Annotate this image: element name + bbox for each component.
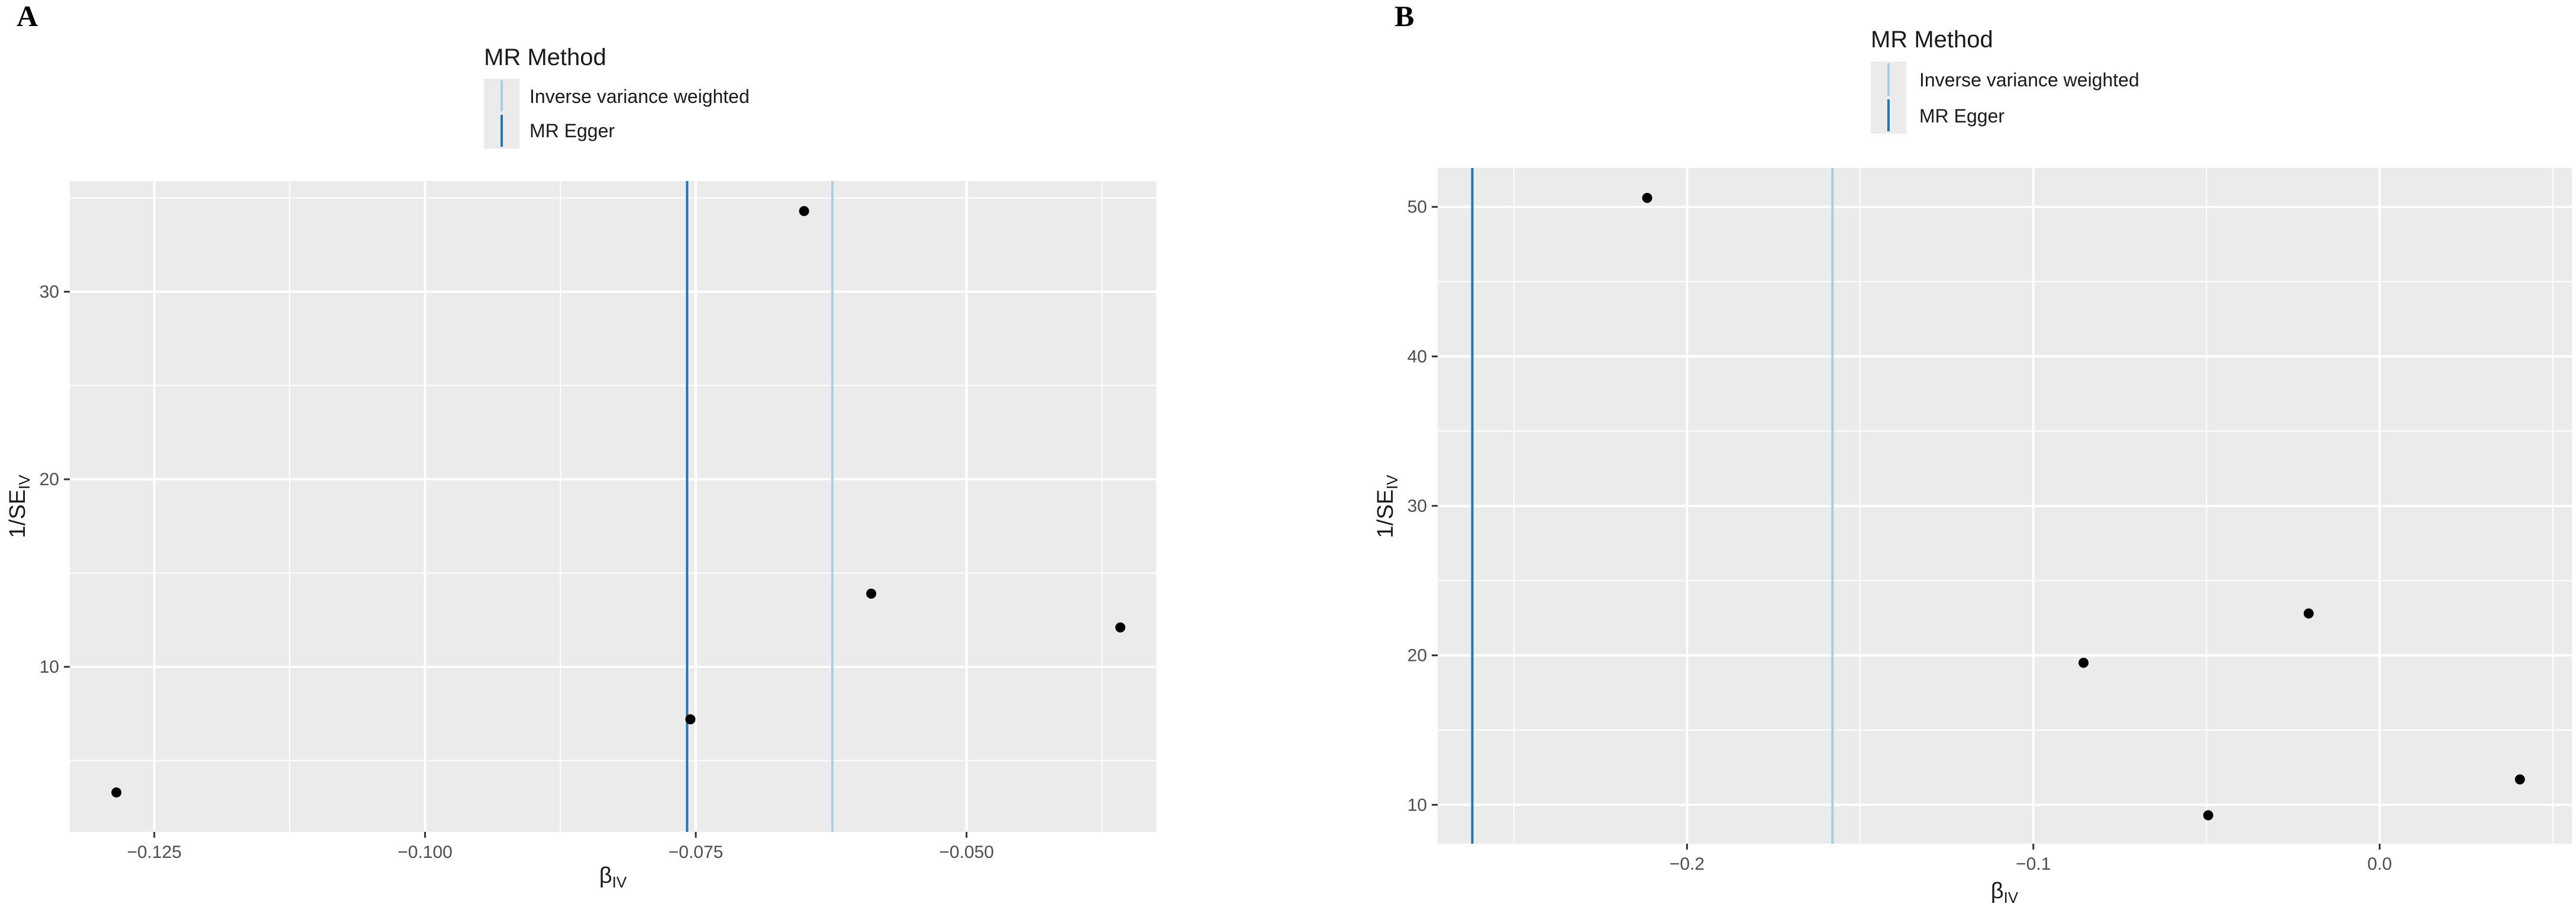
- panel-a-x-axis-title-sub: IV: [612, 873, 627, 891]
- panel-b-grid: [1438, 168, 2572, 844]
- panel-b-y-tick-label: 10: [1408, 795, 1427, 815]
- panel-b-point: [1642, 193, 1652, 204]
- panel-a-x-tick-label: −0.100: [398, 843, 453, 862]
- panel-b-letter: B: [1394, 0, 1414, 33]
- panel-b-x-tick-label: −0.1: [2016, 854, 2051, 874]
- panel-a-estimate-lines: [686, 181, 834, 832]
- panel-b-x-axis-title: βIV: [1991, 879, 2019, 906]
- panel-a-legend-label-ivw: Inverse variance weighted: [530, 86, 750, 107]
- panel-b-estimate-lines: [1471, 168, 1834, 844]
- panel-a-x-tick-label: −0.075: [669, 843, 724, 862]
- panel-b-y-axis-title-sub: IV: [1383, 475, 1401, 489]
- panel-b-x-tick-label: 0.0: [2367, 854, 2392, 874]
- panel-b-y-tick-label: 20: [1408, 646, 1427, 666]
- panel-b-points: [1642, 193, 2525, 821]
- panel-a-legend: MR Method Inverse variance weighted MR E…: [484, 44, 750, 149]
- panel-b-y-tick-label: 40: [1408, 347, 1427, 366]
- panel-b-legend: MR Method Inverse variance weighted MR E…: [1871, 27, 2139, 134]
- panel-b-point: [2514, 774, 2525, 785]
- panel-a-x-axis-title-main: β: [599, 863, 612, 888]
- panel-b-point: [2078, 657, 2089, 668]
- panel-b-y-tick-label: 50: [1408, 198, 1427, 217]
- panel-b-legend-label-ivw: Inverse variance weighted: [1919, 69, 2139, 91]
- panel-b-y-tick-label: 30: [1408, 496, 1427, 516]
- panel-a-y-axis-title: 1/SEIV: [5, 475, 33, 538]
- panel-b-x-tick-label: −0.2: [1670, 854, 1705, 874]
- panel-a-legend-label-egger: MR Egger: [530, 120, 615, 141]
- panel-b-y-axis-title-main: 1/SE: [1373, 489, 1398, 538]
- panel-a-y-tick-label: 10: [40, 657, 59, 677]
- panel-a-point: [1115, 622, 1126, 632]
- panel-b-x-axis-title-sub: IV: [2004, 889, 2019, 906]
- panel-b-point: [2303, 608, 2314, 619]
- panel-b-x-axis: −0.2 −0.1 0.0: [1670, 844, 2392, 874]
- panel-a-y-axis-title-main: 1/SE: [5, 489, 30, 538]
- panel-a-point: [685, 714, 696, 725]
- panel-a-grid: [70, 181, 1156, 832]
- panel-a-x-axis: −0.125 −0.100 −0.075 −0.050: [127, 832, 994, 862]
- panel-a-plot-area: [70, 181, 1156, 832]
- panel-b-y-axis-title: 1/SEIV: [1373, 475, 1401, 538]
- panel-a-y-tick-label: 30: [40, 282, 59, 302]
- panel-a-legend-title: MR Method: [484, 44, 606, 70]
- panel-b-legend-title: MR Method: [1871, 27, 1993, 53]
- panel-a-x-axis-title: βIV: [599, 863, 627, 891]
- panel-b: B MR Method Inverse variance weighted MR…: [1373, 0, 2572, 906]
- panel-a-y-tick-label: 20: [40, 470, 59, 489]
- panel-a-point: [111, 787, 122, 798]
- panel-a-letter: A: [17, 0, 38, 33]
- panel-a-points: [111, 206, 1126, 798]
- panel-a-x-tick-label: −0.125: [127, 843, 182, 862]
- panel-a-y-axis: 10 20 30: [40, 282, 70, 677]
- panel-a-point: [799, 206, 809, 217]
- panel-a-point: [866, 588, 877, 599]
- panel-a-x-tick-label: −0.050: [939, 843, 994, 862]
- panel-b-x-axis-title-main: β: [1991, 879, 2004, 903]
- panel-b-legend-label-egger: MR Egger: [1919, 105, 2004, 127]
- panel-b-y-axis: 10 20 30 40 50: [1408, 198, 1438, 815]
- panel-b-point: [2203, 810, 2213, 821]
- panel-a: A MR Method Inverse variance weighted MR…: [5, 0, 1156, 891]
- panel-a-y-axis-title-sub: IV: [15, 475, 33, 489]
